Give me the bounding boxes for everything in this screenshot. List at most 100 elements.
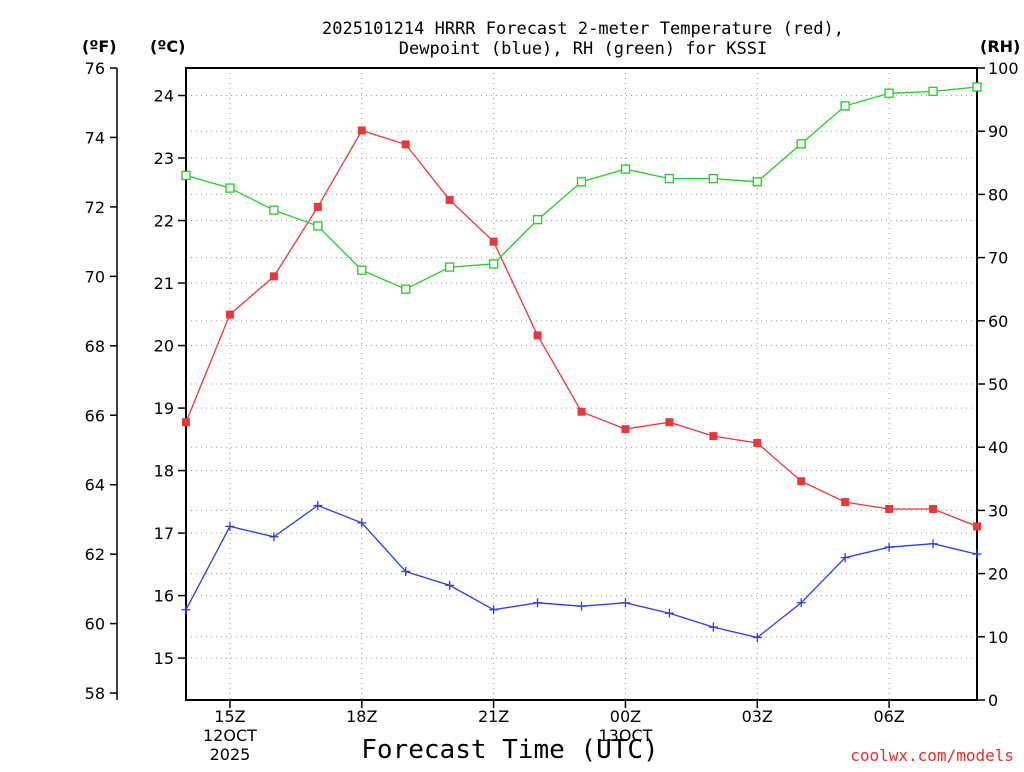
- celsius-tick-label: 23: [154, 149, 174, 168]
- rh-tick-label: 0: [988, 691, 998, 710]
- chart-title-line-2: Dewpoint (blue), RH (green) for KSSI: [399, 39, 767, 59]
- rh-tick-label: 30: [988, 501, 1008, 520]
- temperature-point: [357, 126, 366, 135]
- temperature-point: [841, 498, 850, 507]
- relative-humidity-point: [708, 173, 718, 184]
- dewpoint-point: [269, 532, 279, 542]
- dewpoint-point: [489, 605, 499, 615]
- relative-humidity-point: [488, 259, 499, 269]
- relative-humidity-point: [752, 177, 762, 187]
- rh-tick-label: 60: [988, 312, 1008, 331]
- celsius-tick-label: 17: [154, 524, 174, 543]
- rh-tick-label: 40: [988, 438, 1008, 457]
- celsius-tick-label: 19: [154, 399, 174, 418]
- temperature-point: [577, 407, 586, 416]
- chart-title-line-1: 2025101214 HRRR Forecast 2-meter Tempera…: [322, 19, 844, 39]
- temperature-point: [182, 418, 190, 427]
- x-tick-label: 15Z: [214, 707, 245, 726]
- relative-humidity-point: [884, 88, 894, 98]
- relative-humidity-point: [840, 101, 850, 111]
- dewpoint-point: [225, 521, 235, 531]
- rh-tick-label: 80: [988, 185, 1008, 204]
- celsius-tick-label: 16: [154, 587, 174, 606]
- relative-humidity-point: [576, 177, 587, 187]
- temperature-series: [182, 126, 981, 531]
- temperature-point: [401, 140, 410, 149]
- x-tick-label: 13OCT: [598, 726, 652, 745]
- rh-tick-label: 10: [988, 628, 1008, 647]
- relative-humidity-point: [181, 170, 191, 181]
- relative-humidity-point: [225, 183, 235, 193]
- temperature-point: [665, 418, 674, 427]
- axes: [110, 67, 985, 708]
- celsius-tick-label: 20: [154, 337, 174, 356]
- x-axis-title: Forecast Time (UTC): [361, 735, 658, 765]
- relative-humidity-line: [185, 86, 978, 290]
- dewpoint-point: [357, 518, 367, 528]
- temperature-point: [445, 195, 454, 204]
- dewpoint-point: [972, 549, 982, 559]
- dewpoint-point: [181, 605, 191, 615]
- x-tick-label: 21Z: [478, 707, 509, 726]
- temperature-point: [885, 505, 894, 514]
- x-tick-label: 2025: [210, 745, 251, 764]
- x-tick-label: 06Z: [873, 707, 904, 726]
- temperature-point: [929, 505, 938, 514]
- celsius-tick-label: 22: [154, 212, 174, 231]
- fahrenheit-unit-label: (ºF): [82, 37, 117, 56]
- relative-humidity-point: [313, 221, 323, 231]
- dewpoint-point: [840, 553, 850, 563]
- relative-humidity-series: [181, 82, 982, 294]
- dewpoint-point: [577, 601, 586, 611]
- rh-tick-label: 20: [988, 565, 1008, 584]
- fahrenheit-tick-label: 60: [85, 615, 105, 634]
- temperature-point: [621, 425, 630, 434]
- relative-humidity-point: [357, 265, 367, 275]
- watermark: coolwx.com/models: [850, 746, 1014, 765]
- x-tick-label: 18Z: [346, 707, 377, 726]
- relative-humidity-point: [664, 173, 675, 184]
- dewpoint-point: [708, 622, 718, 632]
- relative-humidity-point: [620, 164, 631, 174]
- relative-humidity-point: [928, 86, 938, 97]
- temperature-point: [489, 237, 498, 246]
- rh-tick-label: 70: [988, 249, 1008, 268]
- dewpoint-point: [796, 598, 806, 608]
- celsius-tick-label: 18: [154, 462, 174, 481]
- relative-humidity-point: [445, 262, 455, 272]
- celsius-unit-label: (ºC): [150, 37, 185, 56]
- rh-unit-label: (RH): [980, 37, 1020, 56]
- temperature-point: [269, 272, 278, 281]
- rh-tick-label: 90: [988, 122, 1008, 141]
- fahrenheit-tick-label: 70: [85, 267, 105, 286]
- relative-humidity-point: [796, 139, 806, 149]
- dewpoint-point: [664, 608, 674, 618]
- temperature-point: [533, 331, 542, 340]
- dewpoint-point: [313, 501, 323, 511]
- celsius-tick-label: 24: [154, 87, 174, 106]
- fahrenheit-tick-label: 74: [85, 128, 105, 147]
- rh-tick-label: 100: [988, 59, 1019, 78]
- relative-humidity-point: [972, 82, 982, 92]
- temperature-point: [753, 439, 762, 448]
- dewpoint-point: [884, 542, 894, 552]
- dewpoint-line: [185, 504, 978, 639]
- dewpoint-point: [928, 539, 938, 549]
- x-tick-label: 03Z: [742, 707, 773, 726]
- temperature-line: [185, 129, 978, 528]
- x-tick-label: 00Z: [610, 707, 641, 726]
- temperature-point: [797, 477, 806, 486]
- temperature-point: [313, 202, 322, 211]
- dewpoint-point: [620, 598, 630, 608]
- fahrenheit-tick-label: 58: [85, 684, 105, 703]
- fahrenheit-tick-label: 62: [85, 545, 105, 564]
- fahrenheit-tick-label: 72: [85, 198, 105, 217]
- dewpoint-series: [181, 501, 982, 642]
- labels-layer: 2025101214 HRRR Forecast 2-meter Tempera…: [82, 19, 1020, 765]
- temperature-point: [973, 522, 981, 531]
- rh-tick-label: 50: [988, 375, 1008, 394]
- fahrenheit-tick-label: 66: [85, 406, 105, 425]
- temperature-point: [709, 432, 718, 441]
